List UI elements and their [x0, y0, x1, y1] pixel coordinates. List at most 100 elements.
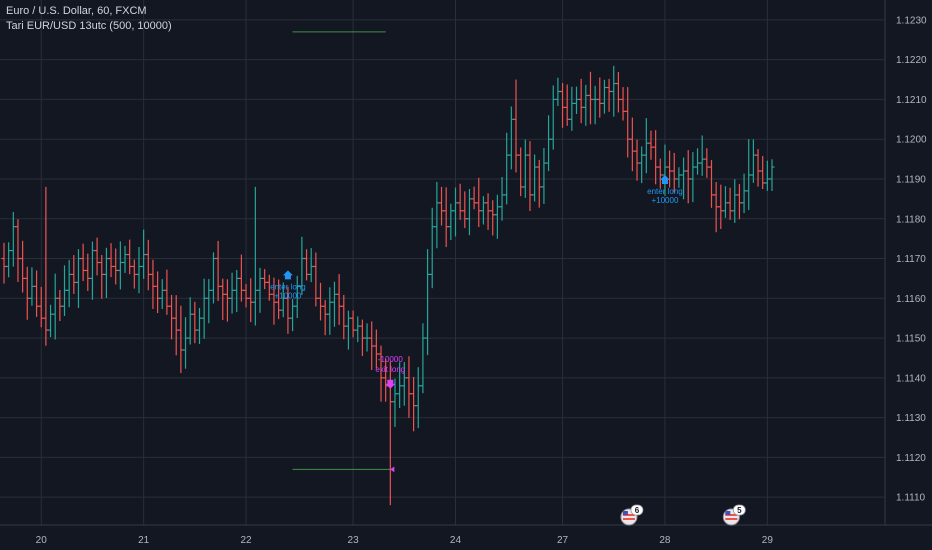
arrow-down-icon: [385, 379, 396, 389]
ohlc-bar: [704, 148, 710, 178]
ohlc-bar: [420, 323, 426, 394]
ohlc-bar: [676, 167, 682, 188]
ohlc-bar: [643, 118, 649, 174]
y-tick-label: 1.1220: [896, 55, 927, 66]
ohlc-bar: [89, 241, 95, 300]
ohlc-bar: [108, 243, 114, 278]
signal-label: enter long: [647, 187, 683, 196]
ohlc-bar: [560, 82, 566, 128]
ohlc-bar: [653, 130, 659, 185]
ohlc-bar: [99, 254, 105, 299]
ohlc-bar: [48, 304, 54, 338]
ohlc-bar: [592, 85, 598, 125]
ohlc-bar: [103, 247, 109, 298]
y-tick-label: 1.1170: [896, 254, 926, 265]
ohlc-bar: [215, 240, 221, 302]
ohlc-bar: [732, 179, 738, 223]
ohlc-bar: [699, 135, 705, 176]
ohlc-bar: [234, 269, 240, 313]
ohlc-bar: [155, 271, 161, 313]
ohlc-bar: [522, 139, 528, 198]
ohlc-bar: [117, 241, 123, 290]
ohlc-bar: [336, 274, 342, 325]
y-tick-label: 1.1210: [896, 95, 927, 106]
ohlc-bar: [671, 152, 677, 193]
ohlc-bar: [238, 254, 244, 302]
ohlc-bar: [192, 301, 198, 344]
ohlc-bar: [499, 177, 505, 221]
ohlc-bar: [262, 269, 268, 290]
ohlc-bar: [248, 278, 254, 323]
ohlc-bar: [350, 310, 356, 338]
ohlc-bar: [280, 282, 286, 318]
ohlc-bar: [183, 317, 189, 369]
ohlc-bar: [536, 159, 542, 208]
exit-marker-icon: [390, 466, 395, 473]
ohlc-bar: [34, 270, 40, 317]
ohlc-bar: [685, 150, 691, 204]
y-tick-label: 1.1110: [896, 493, 926, 504]
ohlc-bar: [71, 255, 77, 294]
ohlc-bar: [490, 200, 496, 236]
ohlc-bar: [6, 242, 12, 278]
level-lines: [292, 31, 391, 470]
badge-count-bg: [630, 504, 644, 516]
ohlc-bar: [527, 141, 533, 211]
flag-stripe: [622, 514, 635, 516]
indicator-title: Tari EUR/USD 13utc (500, 10000): [6, 20, 172, 32]
ohlc-bar: [220, 278, 226, 320]
ohlc-bar: [597, 77, 603, 118]
arrow-up-icon: [659, 174, 670, 184]
x-tick-label: 22: [240, 535, 252, 546]
grid: [0, 0, 885, 525]
ohlc-bar: [695, 148, 701, 175]
ohlc-bar: [94, 237, 100, 276]
ohlc-bar: [425, 249, 431, 356]
signal-qty: +10000: [651, 196, 678, 205]
ohlc-bar: [569, 86, 575, 131]
flag-canton: [725, 511, 731, 515]
ohlc-bar: [476, 177, 482, 227]
ohlc-bar: [648, 130, 654, 160]
ohlc-bar: [760, 155, 766, 189]
ohlc-bar: [550, 85, 556, 150]
x-tick-label: 27: [557, 535, 569, 546]
ohlc-bar: [564, 84, 570, 126]
ohlc-bar: [290, 299, 296, 332]
signal-label: exit long: [375, 365, 405, 374]
ohlc-bar: [43, 186, 49, 346]
ohlc-bar: [462, 191, 468, 229]
ohlc-bar: [764, 160, 770, 191]
ohlc-bar: [718, 184, 724, 229]
x-tick-label: 21: [138, 535, 150, 546]
ohlc-bar: [601, 79, 607, 114]
ohlc-bar: [639, 146, 645, 184]
economic-event-badge: 5: [722, 504, 746, 526]
ohlc-bar: [620, 87, 626, 121]
ohlc-bar: [331, 281, 337, 327]
ohlc-bar: [66, 260, 72, 308]
y-tick-label: 1.1230: [896, 15, 927, 26]
ohlc-bar: [406, 356, 412, 418]
ohlc-bar: [429, 207, 435, 289]
ohlc-bar: [159, 279, 165, 309]
ohlc-bar: [587, 71, 593, 125]
ohlc-bar: [24, 266, 30, 320]
ohlc-bar: [625, 87, 631, 158]
ohlc-bar: [480, 196, 486, 225]
ohlc-bar: [373, 329, 379, 369]
ohlc-bar: [224, 279, 230, 322]
ohlc-bar: [662, 144, 668, 196]
y-tick-label: 1.1140: [896, 373, 926, 384]
ohlc-bar: [145, 239, 151, 291]
enter-long-signal: enter long+10000: [647, 174, 683, 205]
y-tick-label: 1.1150: [896, 334, 926, 345]
ohlc-bar: [578, 78, 584, 124]
ohlc-bar: [178, 305, 184, 374]
ohlc-bar: [75, 249, 81, 308]
y-tick-label: 1.1120: [896, 453, 926, 464]
